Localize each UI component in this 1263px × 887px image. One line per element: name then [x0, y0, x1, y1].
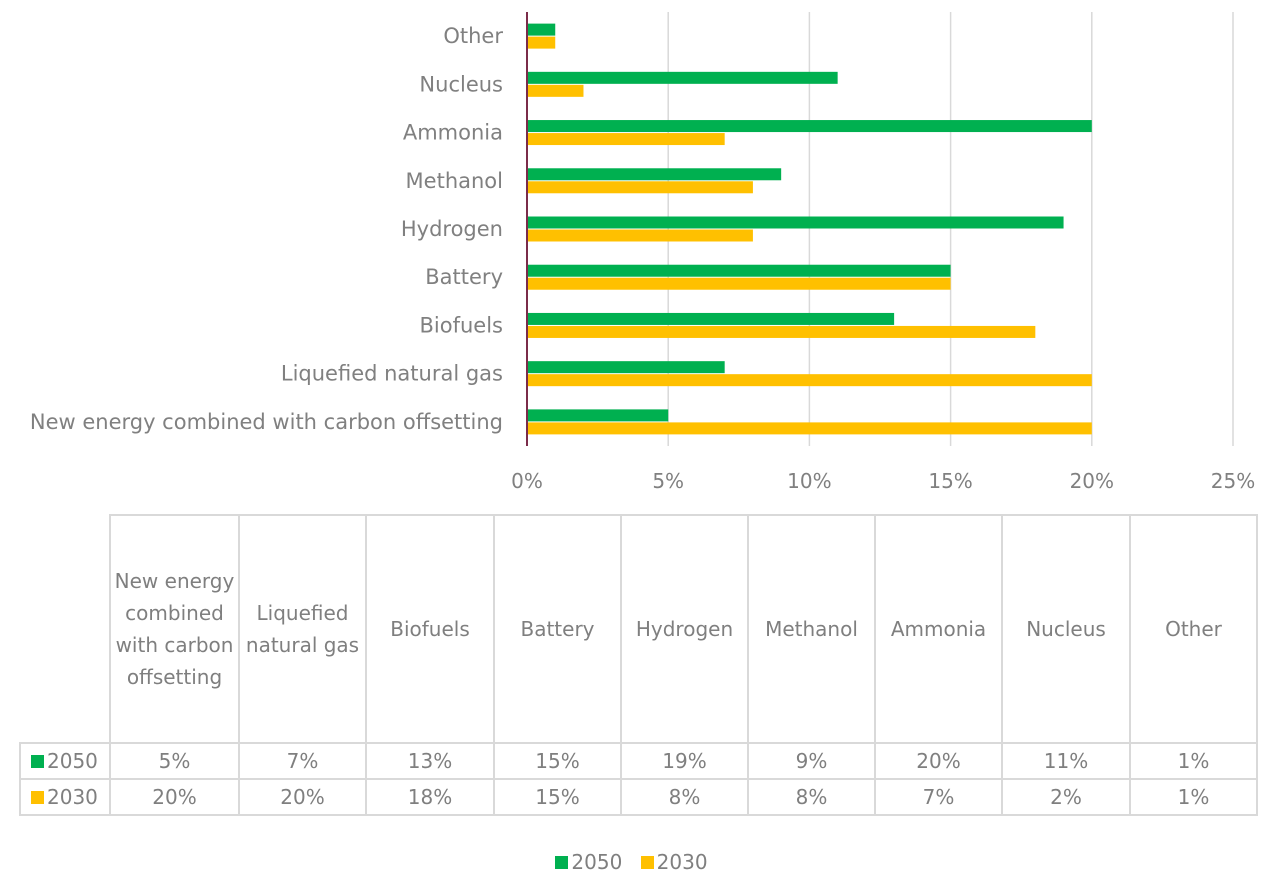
table-corner — [20, 515, 111, 744]
table-header-cell: Methanol — [747, 514, 876, 744]
bar-2050 — [527, 264, 951, 277]
table-cell: 5% — [109, 742, 240, 780]
bar-2050 — [527, 312, 895, 325]
x-tick-label: 20% — [1070, 469, 1114, 493]
bar-2030 — [527, 36, 556, 49]
series-swatch-2050 — [31, 755, 44, 768]
bar-2050 — [527, 361, 725, 374]
table-cell: 9% — [747, 742, 876, 780]
legend-label: 2030 — [656, 850, 708, 874]
table-header-row: New energy combined with carbon offsetti… — [20, 514, 1258, 744]
x-tick-label: 5% — [652, 469, 684, 493]
table-cell: 13% — [365, 742, 495, 780]
bar-2050 — [527, 216, 1064, 229]
bar-2050 — [527, 120, 1092, 133]
legend-item-2030: 2030 — [640, 850, 708, 874]
table-row: 2030 20% 20% 18% 15% 8% 8% 7% 2% 1% — [19, 778, 1258, 816]
category-label: Liquefied natural gas — [281, 362, 503, 386]
table-cell: 7% — [238, 742, 367, 780]
legend-swatch — [640, 856, 654, 869]
table-header-cell: New energy combined with carbon offsetti… — [109, 514, 240, 744]
category-label: Ammonia — [403, 121, 503, 145]
table-cell: 18% — [365, 778, 495, 816]
table-cell: 15% — [493, 742, 622, 780]
table-header-cell: Nucleus — [1001, 514, 1131, 744]
x-tick-label: 0% — [511, 469, 543, 493]
bar-2030 — [527, 325, 1036, 338]
category-label: Nucleus — [419, 72, 503, 96]
series-name: 2050 — [47, 749, 98, 773]
table-cell: 1% — [1129, 742, 1258, 780]
table-header-cell: Ammonia — [874, 514, 1003, 744]
table-row-header: 2050 — [19, 742, 111, 780]
table-cell: 7% — [874, 778, 1003, 816]
bar-2030 — [527, 422, 1092, 435]
x-tick-label: 25% — [1211, 469, 1255, 493]
table-cell: 2% — [1001, 778, 1131, 816]
series-name: 2030 — [47, 785, 98, 809]
table-row: 2050 5% 7% 13% 15% 19% 9% 20% 11% 1% — [19, 742, 1258, 780]
table-cell: 20% — [238, 778, 367, 816]
bar-2050 — [527, 23, 556, 36]
data-table: New energy combined with carbon offsetti… — [19, 514, 1258, 816]
bar-2030 — [527, 374, 1092, 387]
table-cell: 20% — [874, 742, 1003, 780]
bar-chart: 0% 5% 10% 15% 20% 25% New energy combined with… — [30, 12, 1255, 493]
legend-label: 2050 — [571, 850, 623, 874]
table-cell: 1% — [1129, 778, 1258, 816]
table-header-cell: Biofuels — [365, 514, 495, 744]
table-header-cell: Battery — [493, 514, 622, 744]
category-label: Hydrogen — [401, 217, 503, 241]
legend-item-2050: 2050 — [555, 850, 622, 874]
bar-2030 — [527, 229, 753, 242]
bar-2050 — [527, 409, 669, 422]
table-cell: 8% — [620, 778, 749, 816]
bar-2030 — [527, 133, 725, 146]
table-header-cell: Other — [1129, 514, 1258, 744]
table-header-cell: Hydrogen — [620, 514, 749, 744]
table-row-header: 2030 — [19, 778, 111, 816]
category-label: Other — [443, 24, 503, 48]
category-label: Battery — [425, 265, 503, 289]
bar-2030 — [527, 277, 951, 290]
bar-2050 — [527, 71, 838, 84]
series-swatch-2030 — [31, 791, 44, 804]
table-header-cell: Liquefied natural gas — [238, 514, 367, 744]
x-tick-label: 10% — [787, 469, 831, 493]
table-cell: 19% — [620, 742, 749, 780]
bar-2030 — [527, 84, 584, 97]
table-cell: 15% — [493, 778, 622, 816]
chart-legend: 2050 2030 — [0, 850, 1263, 874]
category-label: Biofuels — [420, 313, 504, 337]
legend-swatch — [555, 856, 569, 869]
table-cell: 8% — [747, 778, 876, 816]
category-label: New energy combined with carbon offsetti… — [30, 410, 503, 434]
table-cell: 20% — [109, 778, 240, 816]
bar-2050 — [527, 168, 782, 181]
category-label: Methanol — [406, 169, 503, 193]
bar-2030 — [527, 181, 753, 194]
x-tick-label: 15% — [928, 469, 972, 493]
table-cell: 11% — [1001, 742, 1131, 780]
